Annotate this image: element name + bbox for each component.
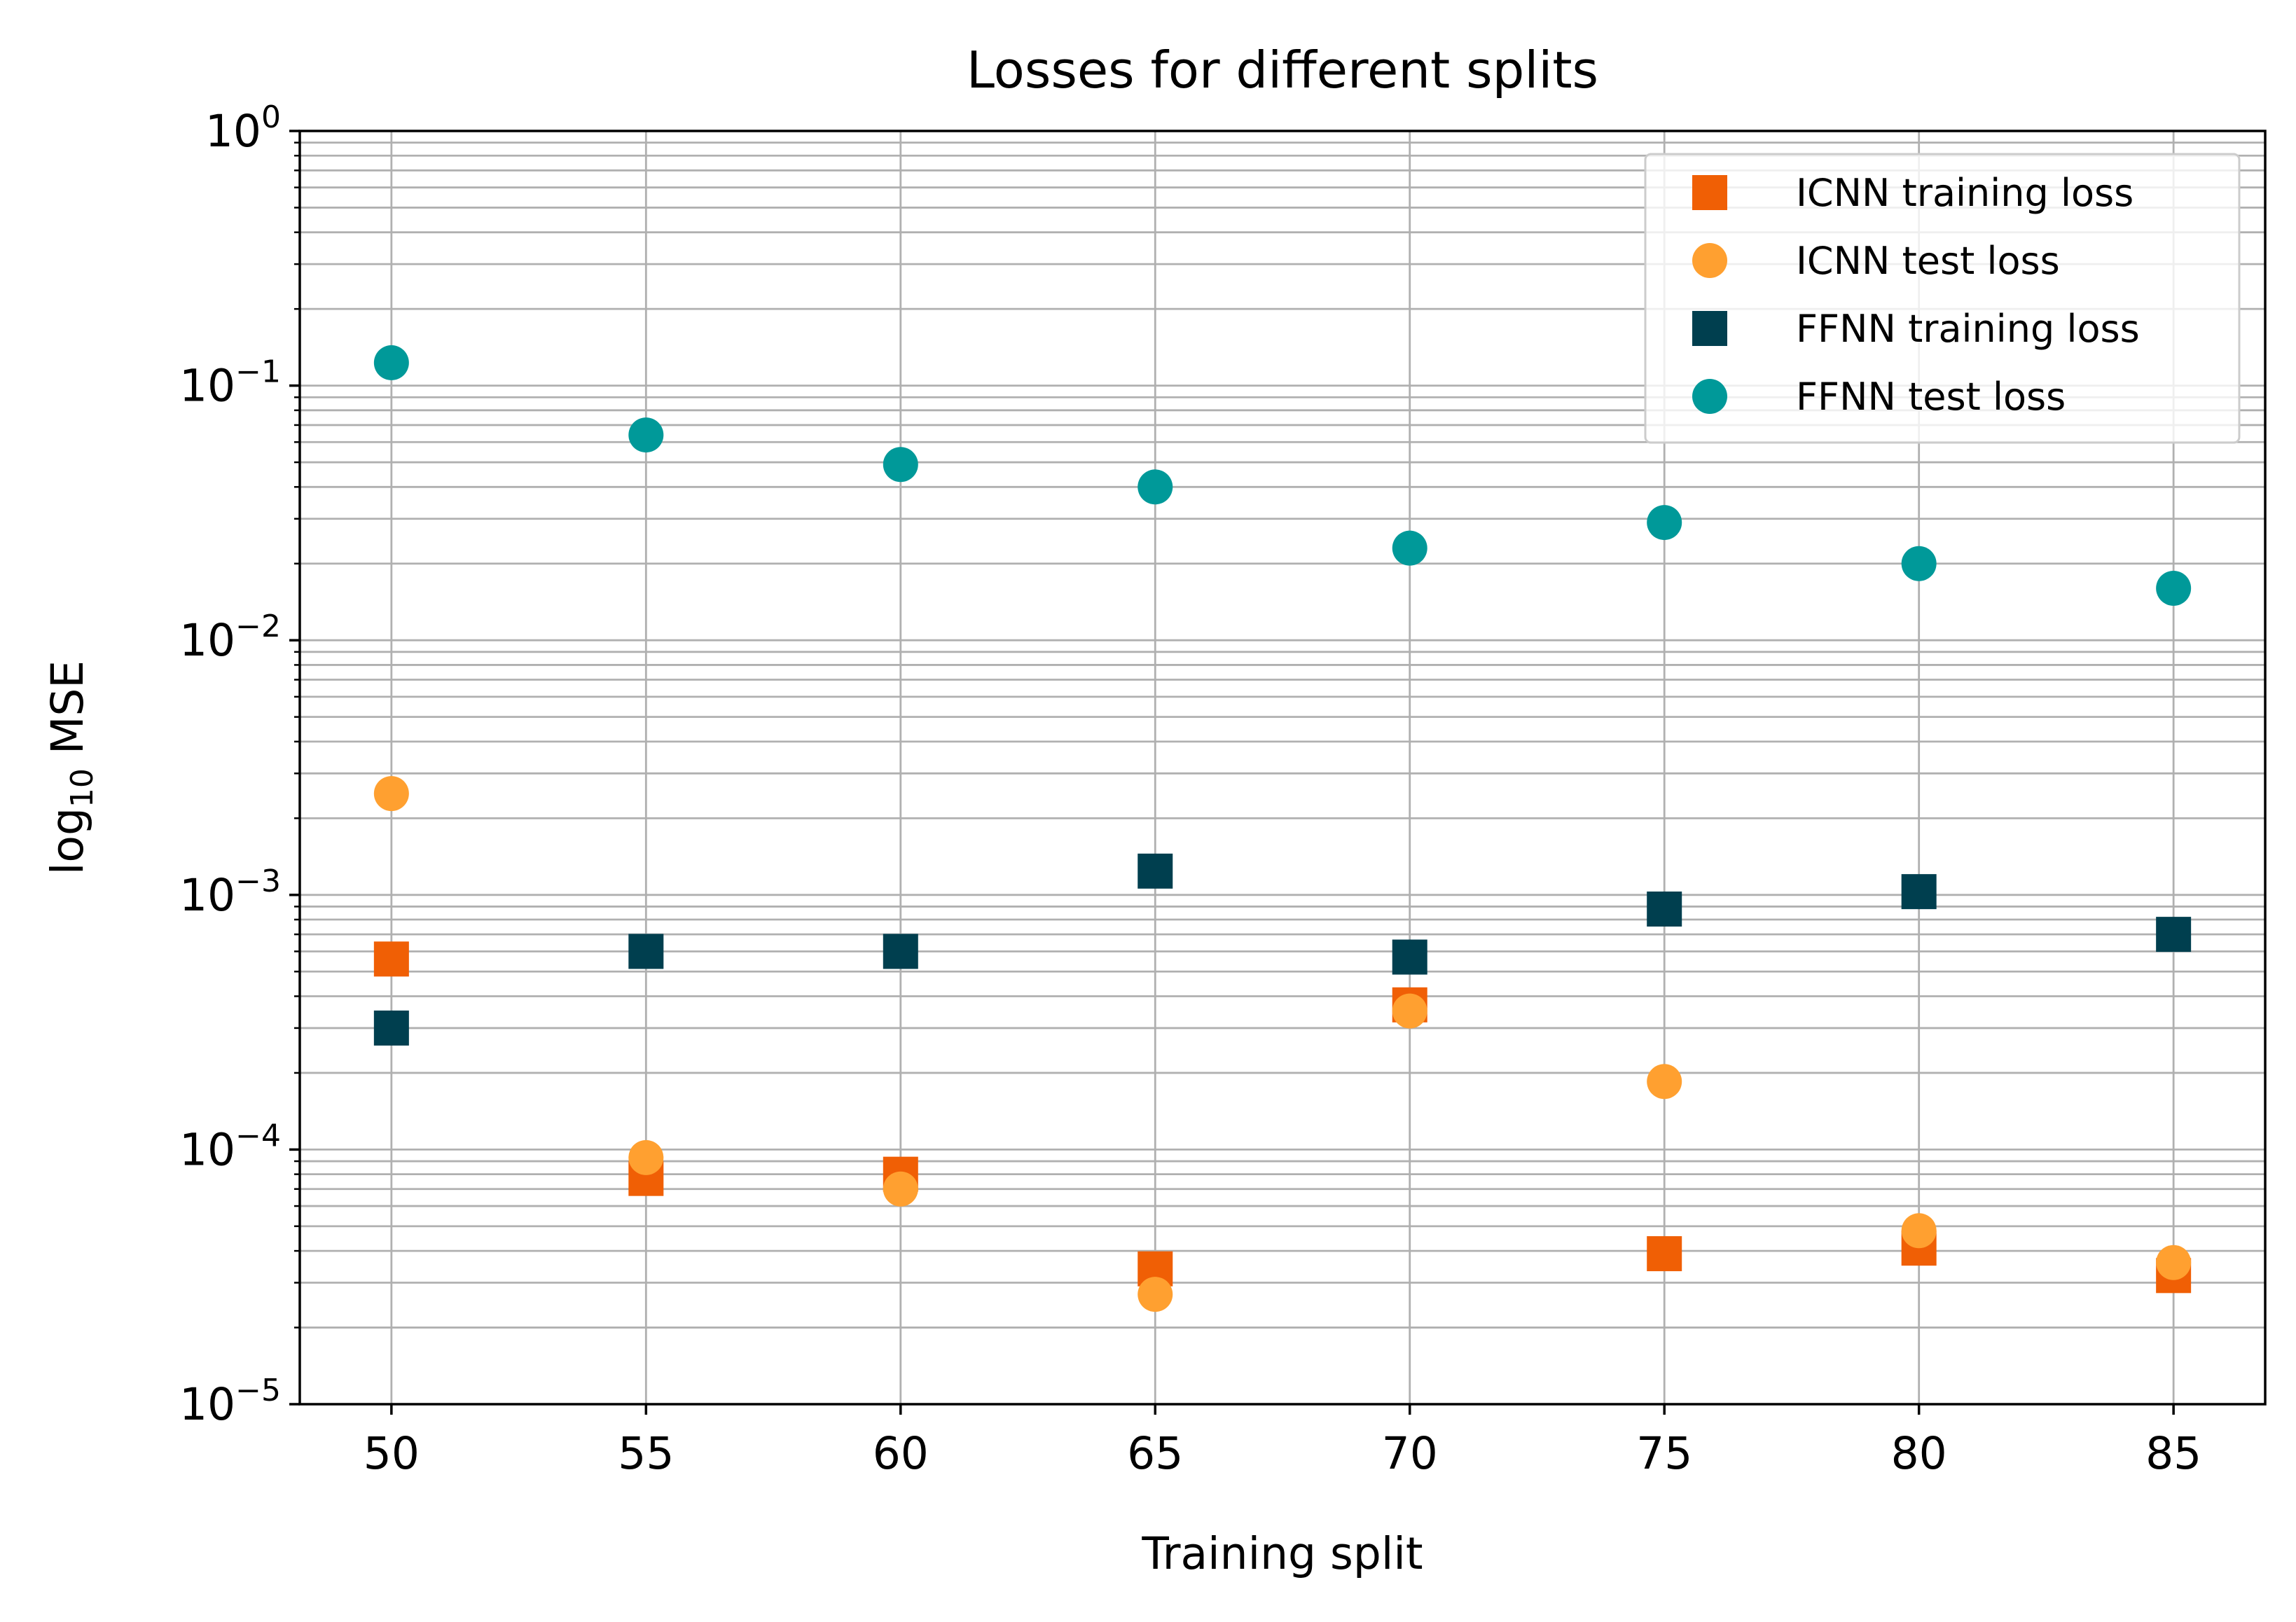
ffnn-training-loss-point — [1901, 874, 1937, 910]
x-tick-label: 75 — [1636, 1428, 1692, 1479]
icnn-test-loss-point — [883, 1171, 918, 1207]
x-tick-label: 85 — [2145, 1428, 2201, 1479]
ffnn-test-loss-point — [883, 447, 918, 483]
icnn-test-loss-legend-label: ICNN test loss — [1796, 239, 2060, 283]
ticks-layer: 50 55 60 65 70 75 80 85 10−5 10−4 10−3 10−2 10−1 100 — [179, 99, 2201, 1479]
ffnn-test-loss-point — [1137, 469, 1173, 505]
y-tick-label: 100 — [205, 99, 281, 157]
ffnn-test-loss-legend-marker — [1692, 379, 1727, 414]
icnn-test-loss-point — [373, 776, 409, 812]
ffnn-training-loss-point — [883, 934, 918, 969]
ffnn-test-loss-point — [373, 345, 409, 380]
ffnn-test-loss-point — [1392, 530, 1427, 566]
ffnn-test-loss-point — [1647, 505, 1682, 541]
y-tick-label: 10−3 — [179, 864, 281, 921]
ffnn-test-loss-legend-label: FFNN test loss — [1796, 375, 2066, 419]
x-tick-label: 70 — [1382, 1428, 1438, 1479]
x-tick-label: 60 — [873, 1428, 929, 1479]
ffnn-training-loss-point — [1137, 853, 1173, 889]
ffnn-test-loss-point — [1901, 546, 1937, 581]
y-axis-label-prefix: log — [42, 807, 93, 875]
icnn-test-loss-point — [1901, 1213, 1937, 1249]
y-axis-label: log10 MSE — [42, 660, 100, 875]
y-tick-label: 10−5 — [179, 1373, 281, 1430]
legend: ICNN training loss ICNN test loss FFNN tra… — [1644, 153, 2241, 444]
ffnn-training-loss-point — [628, 934, 664, 969]
icnn-training-loss-legend-label: ICNN training loss — [1796, 171, 2134, 215]
ffnn-test-loss-point — [628, 417, 664, 453]
ffnn-training-loss-point — [1392, 939, 1427, 975]
icnn-test-loss-point — [1137, 1277, 1173, 1312]
icnn-test-loss-point — [2156, 1245, 2192, 1280]
legend-frame — [1644, 153, 2241, 444]
icnn-training-loss-legend-marker — [1692, 175, 1727, 210]
icnn-test-loss-point — [1392, 993, 1427, 1029]
icnn-test-loss-point — [1647, 1064, 1682, 1100]
x-tick-label: 80 — [1891, 1428, 1947, 1479]
icnn-test-loss-legend-marker — [1692, 243, 1727, 278]
ffnn-test-loss-point — [2156, 570, 2192, 606]
x-tick-label: 50 — [364, 1428, 420, 1479]
y-tick-label: 10−4 — [179, 1118, 281, 1175]
chart-title: Losses for different splits — [967, 41, 1598, 99]
icnn-test-loss-point — [628, 1139, 664, 1175]
x-tick-label: 65 — [1127, 1428, 1183, 1479]
x-axis-label: Training split — [1141, 1528, 1423, 1579]
y-tick-label: 10−2 — [179, 609, 281, 666]
marks-layer — [373, 345, 2192, 1312]
y-axis-label-suffix: MSE — [42, 660, 93, 768]
x-tick-label: 55 — [618, 1428, 674, 1479]
icnn-training-loss-point — [1647, 1236, 1682, 1272]
ffnn-training-loss-point — [2156, 917, 2192, 952]
ffnn-training-loss-legend-label: FFNN training loss — [1796, 307, 2140, 351]
y-axis-label-subscript: 10 — [64, 768, 100, 807]
ffnn-training-loss-point — [373, 1010, 409, 1046]
plot-frame — [298, 130, 2267, 1406]
icnn-training-loss-point — [373, 941, 409, 977]
ffnn-training-loss-point — [1647, 891, 1682, 927]
ffnn-training-loss-legend-marker — [1692, 311, 1727, 346]
y-tick-label: 10−1 — [179, 354, 281, 412]
